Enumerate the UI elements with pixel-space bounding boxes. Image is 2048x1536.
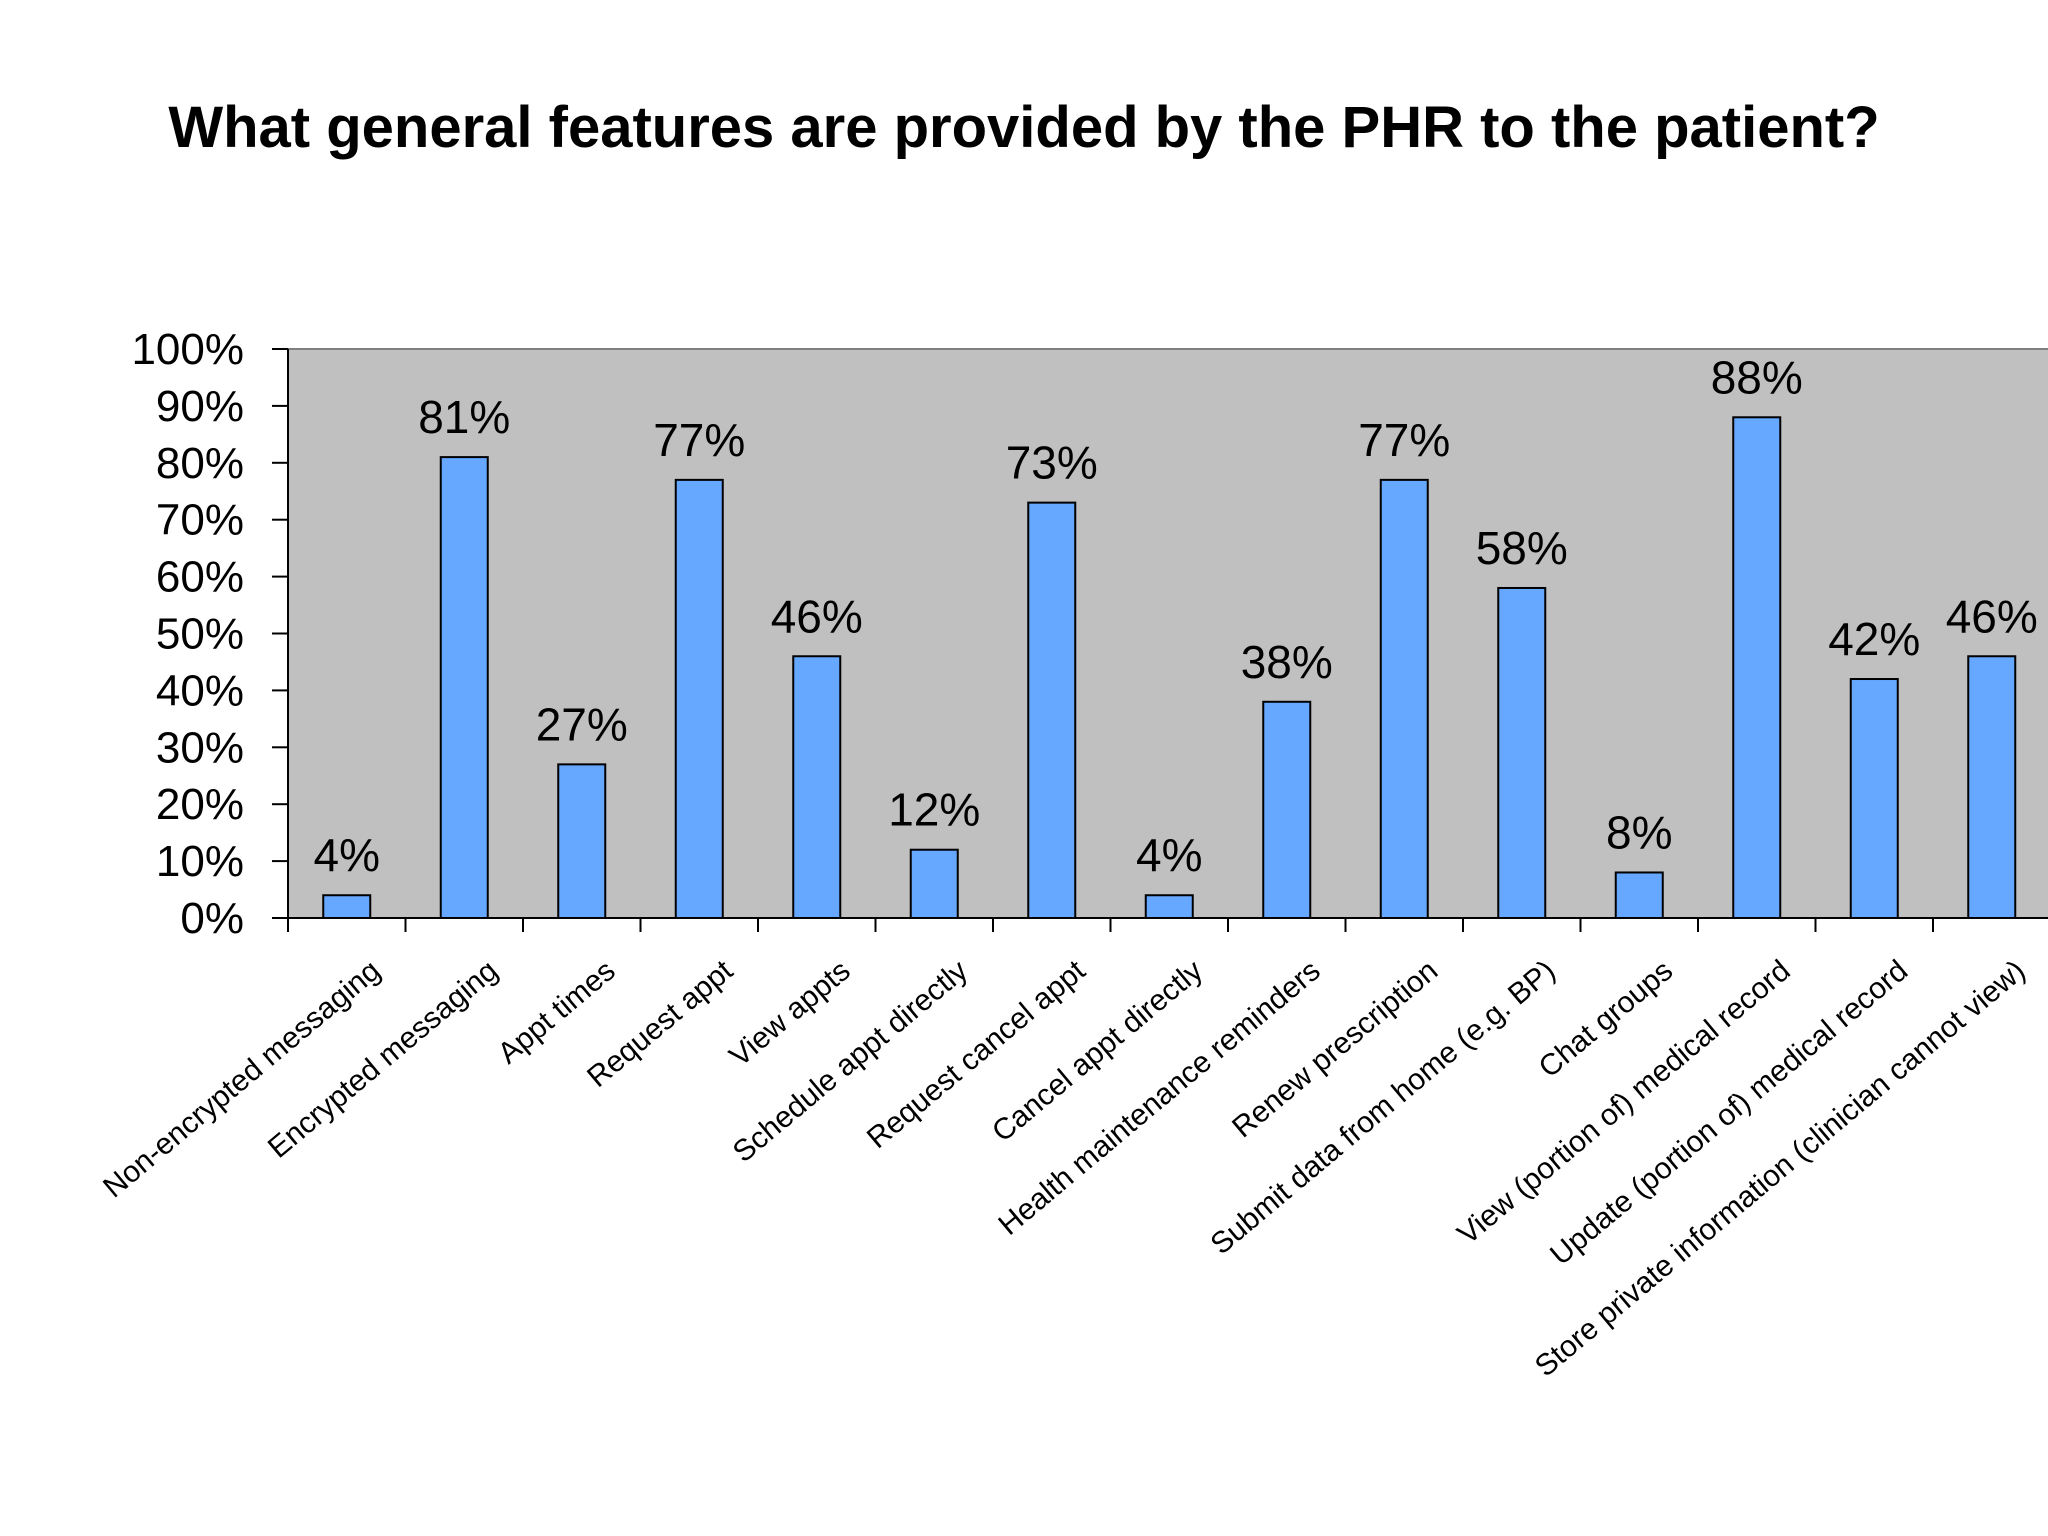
x-category-label: Request cancel appt: [861, 954, 1092, 1156]
bar: [674, 478, 724, 919]
axis-layer: 0% 10% 20% 30% 40% 50% 60% 70% 80% 90% 100%: [131, 325, 2048, 943]
data-label: 46%: [771, 590, 863, 642]
x-category-label: Encrypted messaging: [262, 954, 504, 1165]
data-label: 4%: [1136, 829, 1202, 881]
y-tick-label: 10%: [156, 837, 244, 886]
bar: [1967, 655, 2017, 919]
y-tick-label: 0%: [180, 894, 244, 943]
y-tick-label: 30%: [156, 723, 244, 772]
y-tick-label: 20%: [156, 780, 244, 829]
bar: [557, 763, 607, 919]
bar: [439, 456, 489, 919]
x-category-label: Schedule appt directly: [727, 954, 974, 1169]
data-label: 38%: [1241, 636, 1333, 688]
data-label: 81%: [418, 391, 510, 443]
x-category-label: Renew prescription: [1226, 954, 1444, 1144]
chart-title: What general features are provided by th…: [168, 95, 1880, 160]
y-tick-label: 40%: [156, 666, 244, 715]
y-tick-label: 100%: [131, 325, 244, 374]
bar: [909, 848, 959, 919]
bar: [1027, 501, 1077, 919]
data-label: 88%: [1711, 351, 1803, 403]
data-label: 58%: [1476, 522, 1568, 574]
y-tick-label: 70%: [156, 496, 244, 545]
data-label: 12%: [888, 784, 980, 836]
y-tick-label: 80%: [156, 439, 244, 488]
bar: [322, 894, 372, 919]
bar: [1497, 586, 1547, 919]
bar: [1379, 478, 1429, 919]
data-label: 73%: [1006, 437, 1098, 489]
y-tick-label: 60%: [156, 553, 244, 602]
bar: [1849, 678, 1899, 920]
bar: [1732, 416, 1782, 919]
bar: [1262, 700, 1312, 920]
x-category-label: Cancel appt directly: [986, 954, 1209, 1149]
data-label: 46%: [1946, 590, 2038, 642]
data-label: 4%: [314, 829, 380, 881]
data-label: 42%: [1828, 613, 1920, 665]
bar: [1614, 871, 1664, 919]
y-tick-label: 90%: [156, 382, 244, 431]
data-label: 77%: [653, 414, 745, 466]
bar: [792, 655, 842, 919]
bar: [1144, 894, 1194, 919]
data-label: 27%: [536, 698, 628, 750]
y-tick-label: 50%: [156, 610, 244, 659]
data-label: 77%: [1358, 414, 1450, 466]
data-label: 8%: [1606, 806, 1672, 858]
